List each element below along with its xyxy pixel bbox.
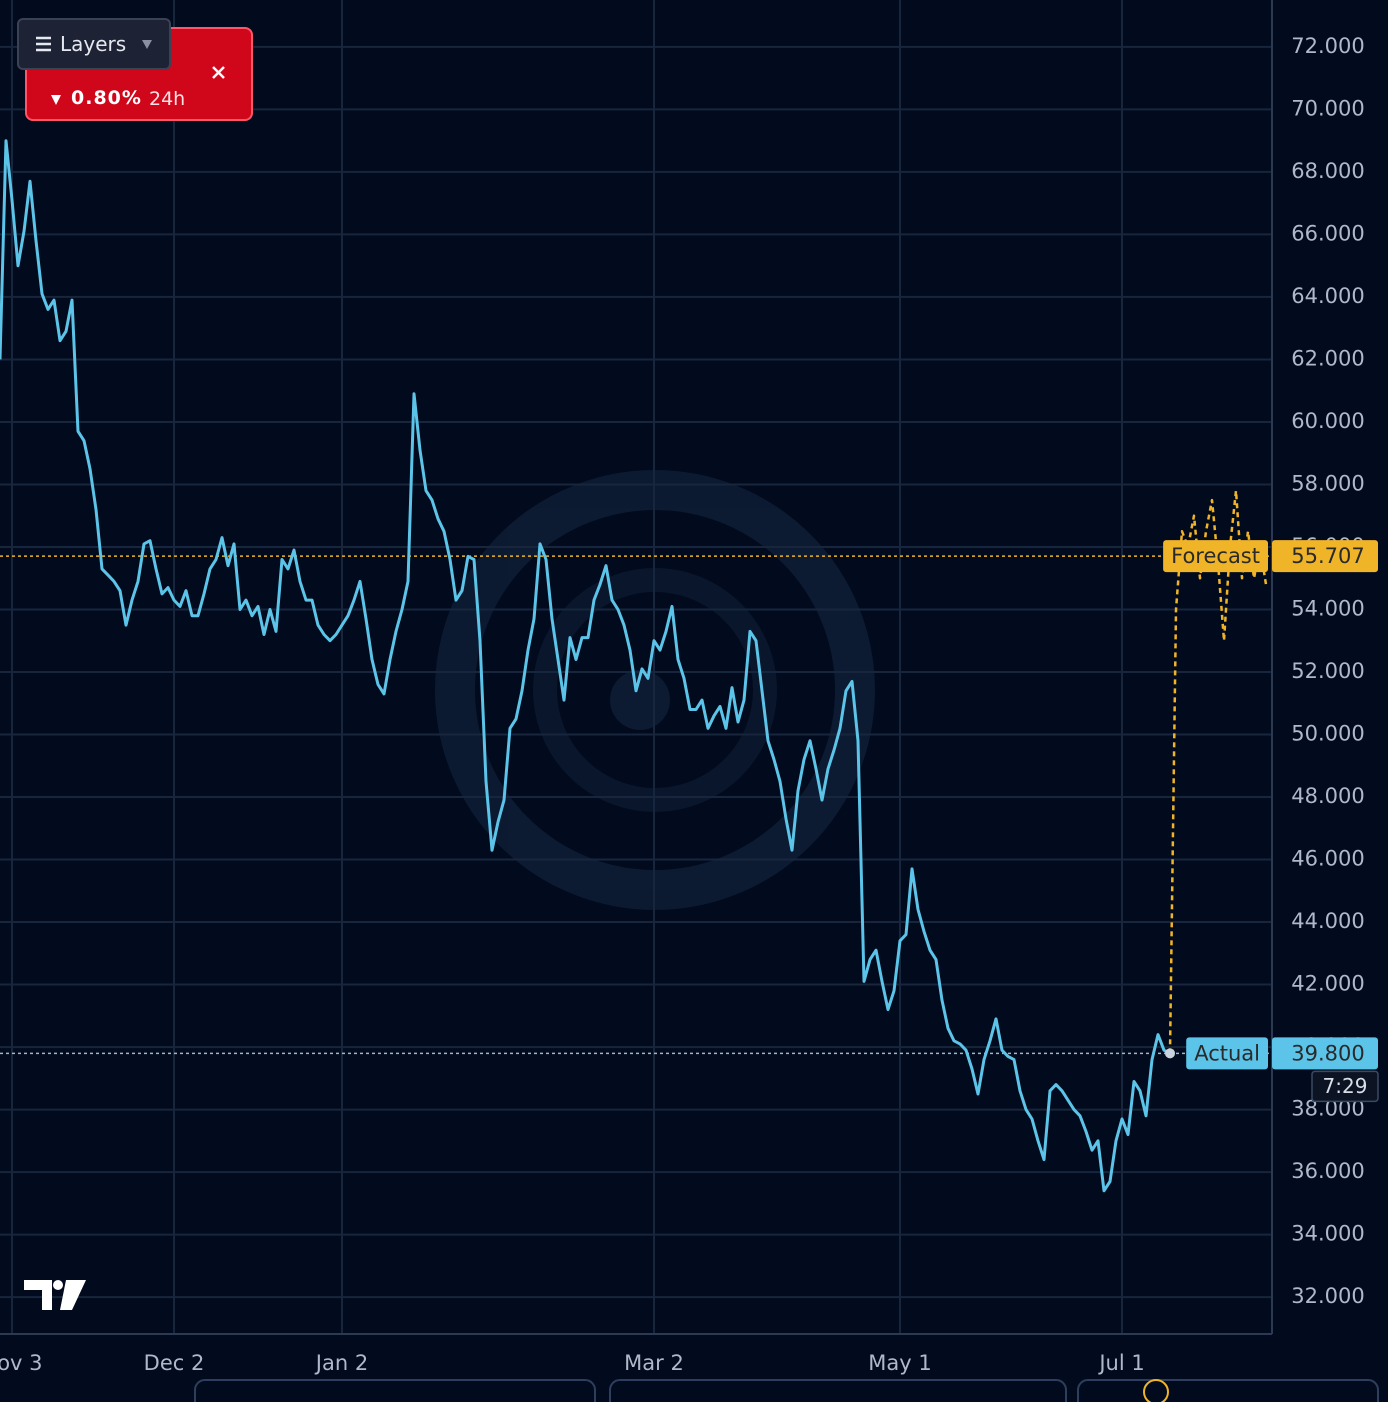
menu-icon xyxy=(36,36,51,52)
y-tick-label: 70.000 xyxy=(1291,96,1364,120)
y-tick-label: 46.000 xyxy=(1291,847,1364,871)
y-tick-label: 66.000 xyxy=(1291,221,1364,245)
price-name-box xyxy=(1186,1037,1268,1070)
y-tick-label: 42.000 xyxy=(1291,972,1364,996)
y-tick-label: 62.000 xyxy=(1291,346,1364,370)
y-tick-label: 36.000 xyxy=(1291,1159,1364,1183)
layers-icons xyxy=(36,36,152,52)
x-tick-label: Mar 2 xyxy=(624,1351,684,1375)
down-arrow xyxy=(51,95,61,105)
x-tick-label: May 1 xyxy=(868,1351,931,1375)
bottom-strip xyxy=(194,1379,1379,1402)
period: 24h xyxy=(149,88,186,110)
card-icons xyxy=(51,66,225,105)
y-tick-label: 54.000 xyxy=(1291,596,1364,620)
y-tick-label: 48.000 xyxy=(1291,784,1364,808)
countdown-box xyxy=(1311,1070,1379,1103)
price-name: Forecast xyxy=(1171,544,1260,568)
layers-button[interactable]: Layers xyxy=(17,18,171,70)
price-name: Actual xyxy=(1194,1041,1260,1065)
axis-labels: 32.00034.00036.00038.00040.00042.00044.0… xyxy=(0,34,1379,1375)
price-name-box xyxy=(1163,540,1268,573)
logo xyxy=(24,1280,86,1310)
y-tick-label: 44.000 xyxy=(1291,909,1364,933)
y-tick-label: 34.000 xyxy=(1291,1222,1364,1246)
price-value: 55.707 xyxy=(1291,544,1364,568)
price-value: 39.800 xyxy=(1291,1041,1364,1065)
x-tick-label: Dec 2 xyxy=(144,1351,205,1375)
price-value-box xyxy=(1272,540,1378,573)
y-tick-label: 72.000 xyxy=(1291,34,1364,58)
last-point xyxy=(1165,1048,1175,1059)
y-tick-label: 68.000 xyxy=(1291,159,1364,183)
y-tick-label: 58.000 xyxy=(1291,471,1364,495)
change: 0.80% xyxy=(71,87,142,109)
x-tick-label: Jan 2 xyxy=(314,1351,368,1375)
y-tick-label: 60.000 xyxy=(1291,409,1364,433)
y-tick-label: 64.000 xyxy=(1291,284,1364,308)
close-button[interactable] xyxy=(212,66,225,79)
y-tick-label: 50.000 xyxy=(1291,722,1364,746)
series-line xyxy=(0,139,1171,1193)
layers-label: Layers xyxy=(60,32,127,56)
y-tick-label: 32.000 xyxy=(1291,1284,1364,1308)
x-tick-label: Nov 3 xyxy=(0,1351,43,1375)
caret xyxy=(142,40,152,49)
y-tick-label: 52.000 xyxy=(1291,659,1364,683)
countdown: 7:29 xyxy=(1323,1074,1368,1098)
x-tick-label: Jul 1 xyxy=(1097,1351,1144,1375)
price-value-box xyxy=(1272,1037,1378,1070)
